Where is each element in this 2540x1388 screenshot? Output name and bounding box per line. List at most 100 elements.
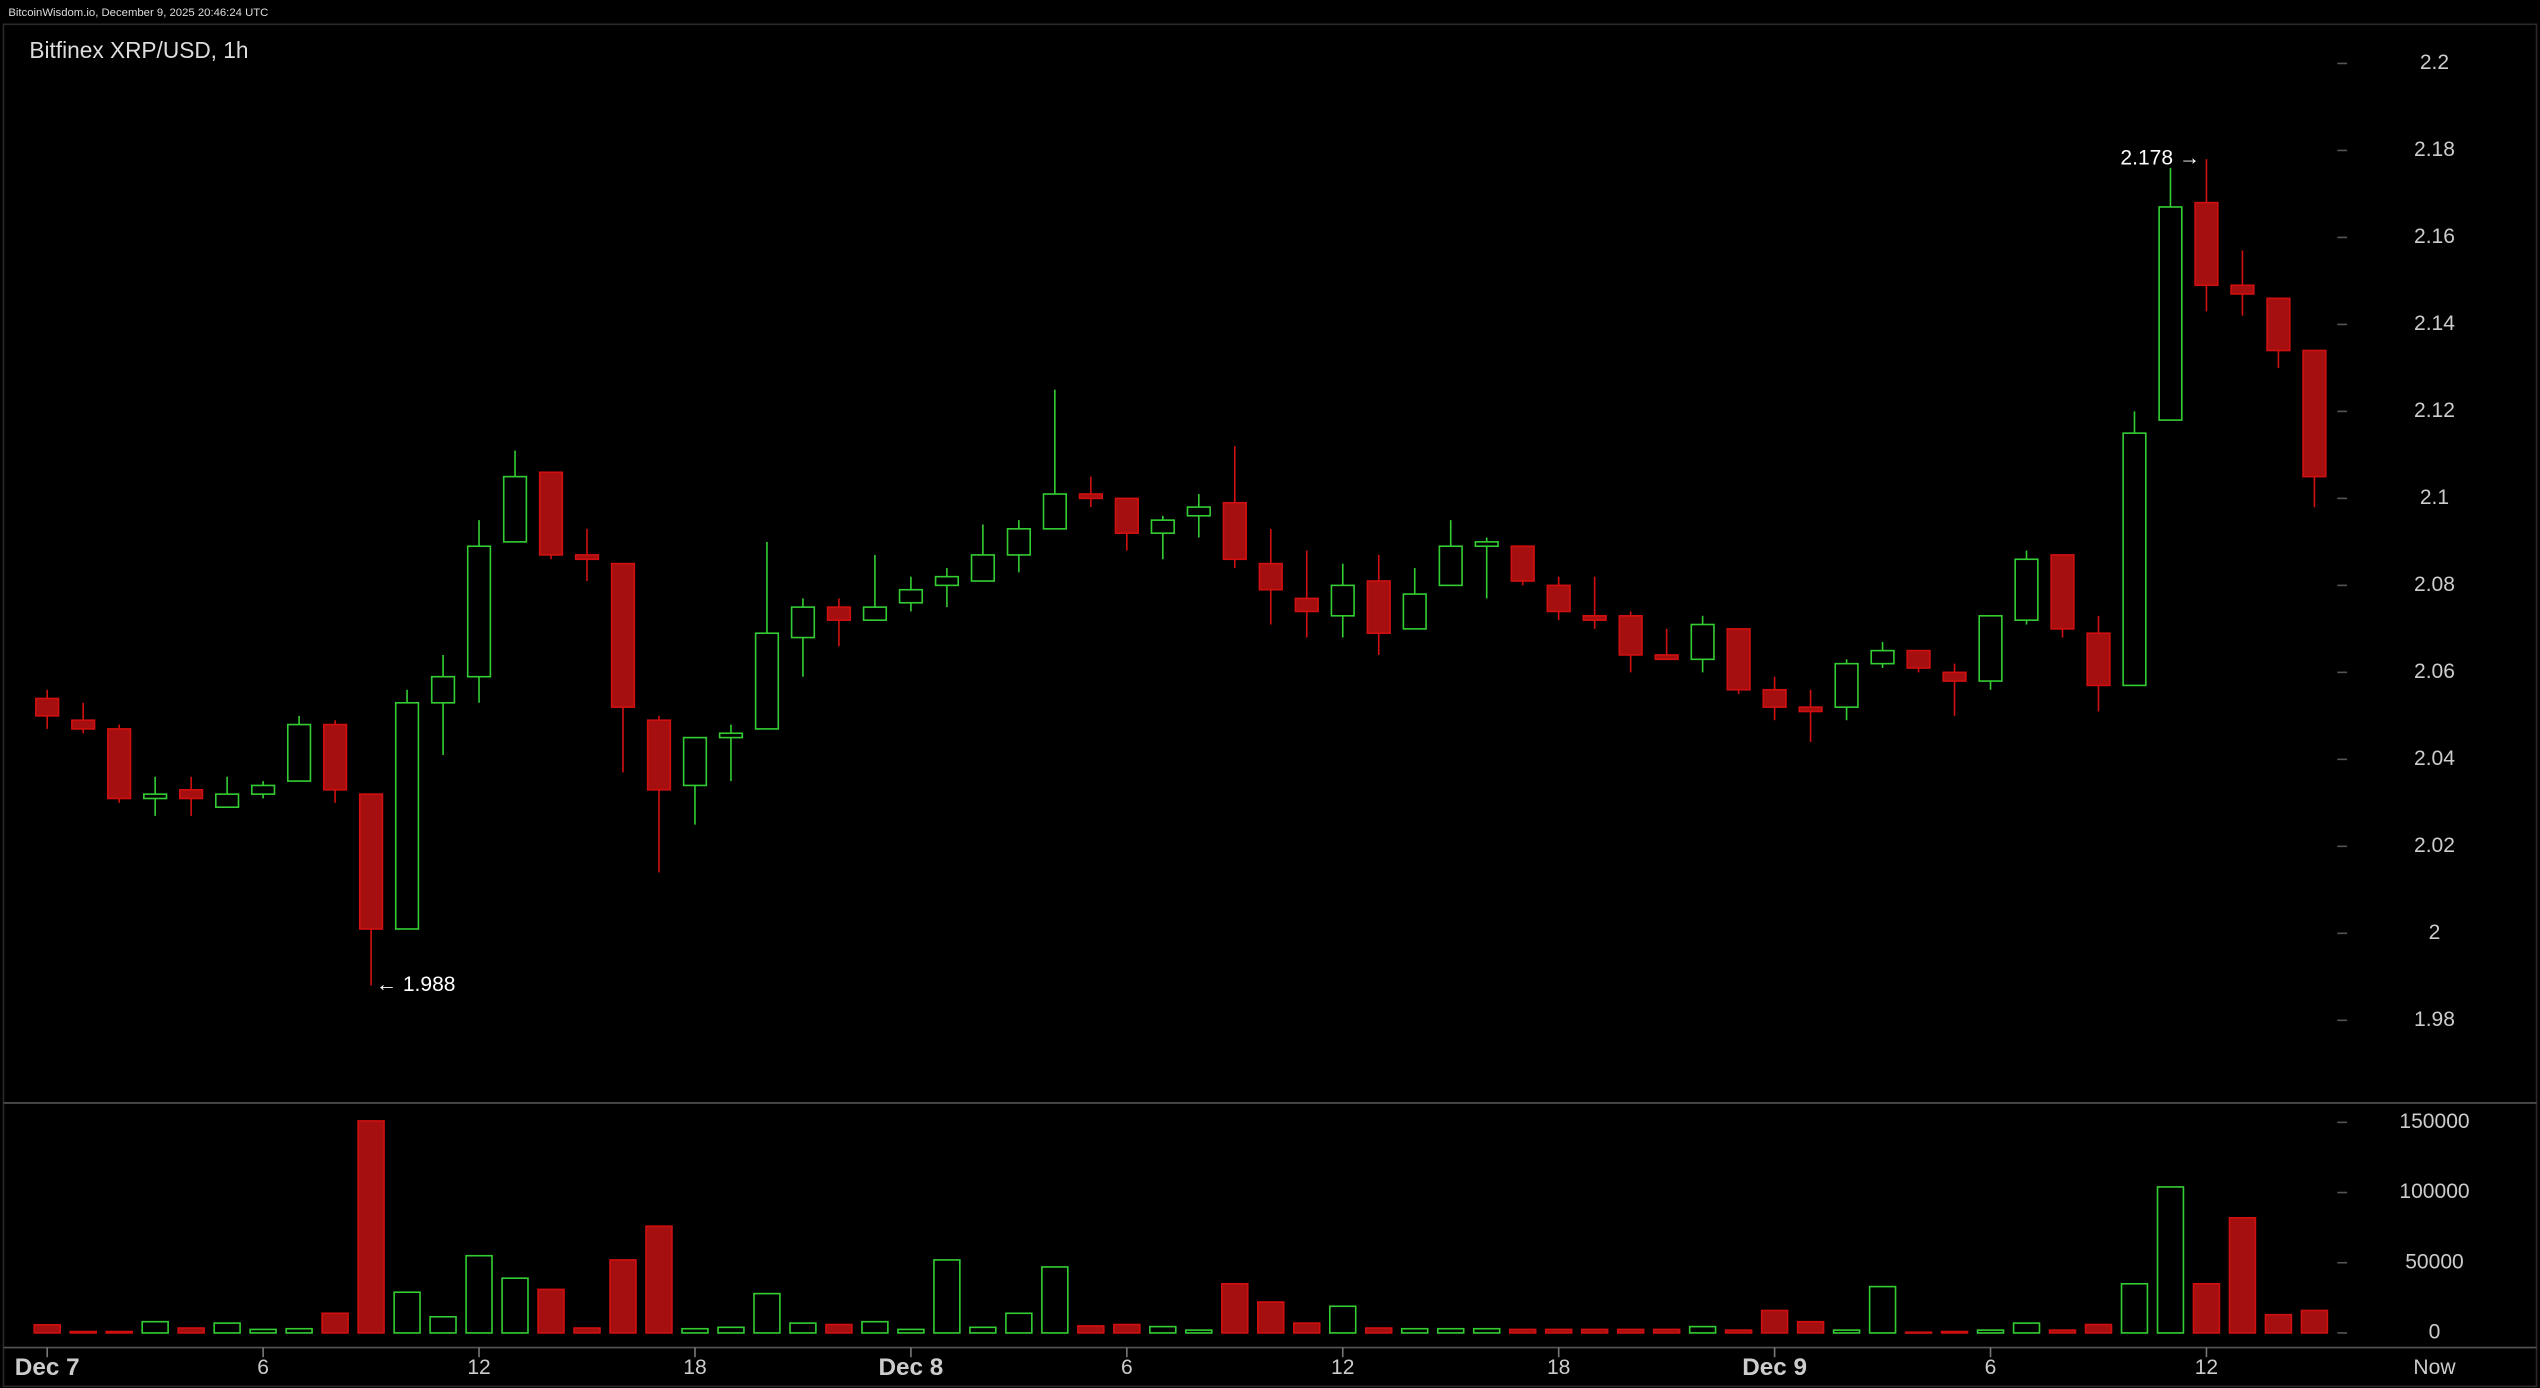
volume-tick-label: 100000 [2399, 1180, 2469, 1203]
volume-tick-label: 150000 [2399, 1110, 2469, 1133]
y-tick-label: 2.06 [2414, 660, 2455, 683]
volume-bar [1149, 1325, 1177, 1334]
volume-bar [213, 1322, 241, 1334]
candle-body [718, 732, 744, 739]
y-tick-label: 2.16 [2414, 225, 2455, 248]
volume-bar [1292, 1322, 1321, 1334]
candle-body [2230, 284, 2255, 295]
volume-bar [789, 1322, 817, 1334]
candle-body [71, 719, 96, 730]
y-tick-label: 2.18 [2414, 138, 2455, 161]
x-tick-label: 18 [683, 1356, 706, 1379]
candle-body [2050, 554, 2075, 630]
volume-bar [717, 1326, 745, 1334]
volume-bar [1652, 1328, 1681, 1334]
candle-body [1690, 623, 1715, 661]
candle-body [610, 562, 636, 708]
volume-bar [285, 1327, 313, 1334]
volume-bar [1508, 1328, 1537, 1334]
volume-bar [1940, 1330, 1969, 1334]
candle-body [862, 606, 888, 621]
volume-bar [2192, 1282, 2221, 1334]
volume-bar [2156, 1186, 2185, 1334]
volume-bar [1005, 1312, 1033, 1334]
volume-bar [1796, 1320, 1825, 1334]
volume-bar [1580, 1328, 1609, 1334]
y-tick-label: 1.98 [2414, 1008, 2455, 1031]
annotation: 2.178 → [2120, 147, 2200, 170]
volume-bar [825, 1323, 853, 1334]
candle-body [358, 793, 384, 930]
candle-body [2158, 206, 2183, 421]
header: BitcoinWisdom.io, December 9, 2025 20:46… [8, 7, 268, 19]
candle-body [1834, 662, 1859, 708]
candle-body [2122, 432, 2147, 687]
volume-bar [1364, 1327, 1393, 1334]
candle-body [250, 784, 276, 795]
volume-bar [2120, 1282, 2149, 1334]
volume-bar [1688, 1325, 1717, 1334]
candle-body [322, 723, 348, 791]
volume-bar [465, 1254, 493, 1334]
candle-body [934, 575, 960, 587]
candle-body [466, 545, 492, 678]
volume-bar [1077, 1325, 1105, 1334]
volume-bar [105, 1330, 133, 1334]
candle-body [826, 606, 852, 621]
x-tick-label: 12 [2195, 1356, 2218, 1379]
volume-bar [501, 1277, 529, 1334]
volume-bar [1113, 1323, 1141, 1334]
candle-body [1222, 501, 1247, 561]
volume-bar [1400, 1327, 1429, 1334]
candle-body [754, 632, 780, 730]
volume-bar [1616, 1328, 1645, 1334]
now-label: Now [2413, 1356, 2456, 1379]
volume-bar [1185, 1329, 1213, 1334]
volume-bar [393, 1291, 421, 1334]
volume-bar [969, 1326, 997, 1334]
x-tick-label: Dec 8 [879, 1354, 944, 1381]
candle-body [1006, 528, 1032, 556]
volume-bar [1724, 1329, 1753, 1334]
candle-body [286, 723, 312, 782]
candle-body [898, 588, 924, 604]
candle-body [430, 675, 456, 704]
volume-bar [1544, 1328, 1573, 1334]
volume-bar [1472, 1327, 1501, 1334]
y-tick-label: 2.2 [2420, 51, 2449, 74]
volume-bar [177, 1327, 205, 1334]
candle-body [1546, 584, 1571, 613]
candle-body [1258, 562, 1283, 591]
candle-body [682, 736, 708, 787]
y-tick-label: 2.04 [2414, 747, 2455, 770]
candle-body [2086, 632, 2111, 687]
candle-body [538, 471, 564, 556]
volume-bar [357, 1120, 385, 1334]
x-tick-label: 6 [1121, 1356, 1133, 1379]
candle-body [1618, 615, 1643, 656]
volume-bar [537, 1288, 565, 1334]
candle-body [574, 554, 600, 561]
x-tick-label: 12 [1331, 1356, 1354, 1379]
volume-bar [2264, 1313, 2293, 1334]
volume-bar [2012, 1322, 2041, 1334]
candle-body [35, 697, 60, 717]
candle-body [1294, 597, 1319, 613]
volume-bar [429, 1315, 457, 1334]
candle-body [1582, 615, 1607, 621]
x-tick-label: 6 [1985, 1356, 1997, 1379]
volume-bar [2228, 1216, 2257, 1334]
volume-bar [1221, 1282, 1249, 1334]
candle-body [1078, 493, 1103, 500]
candle-body [2014, 558, 2039, 621]
volume-bar [1832, 1329, 1861, 1334]
volume-bar [1041, 1266, 1069, 1334]
x-tick-label: Dec 7 [15, 1354, 80, 1381]
volume-bar [1904, 1331, 1933, 1334]
volume-bar [33, 1323, 61, 1334]
y-tick-label: 2 [2429, 921, 2441, 944]
candle-body [394, 701, 420, 930]
volume-bar [573, 1327, 601, 1334]
candle-body [1654, 654, 1679, 661]
